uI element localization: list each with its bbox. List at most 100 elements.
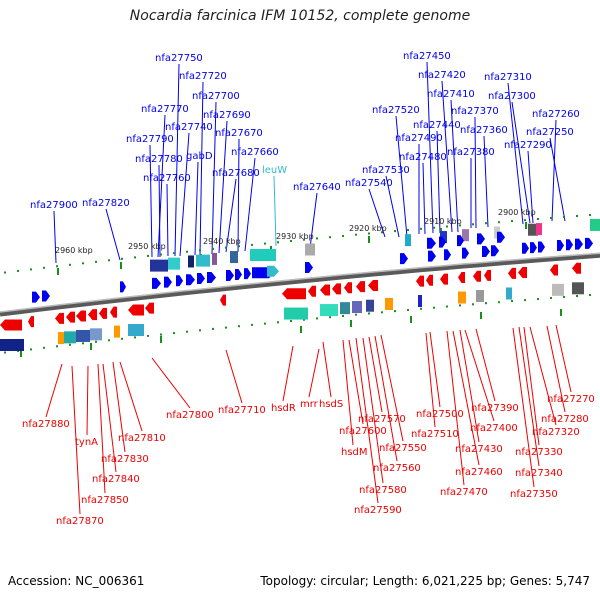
reverse-gene-label: hsdR [271, 403, 296, 414]
forward-gene-arrow [491, 245, 499, 257]
reverse-leader-line [446, 330, 465, 486]
reverse-outer-dot [420, 307, 422, 310]
forward-gene-arrow [575, 238, 583, 250]
forward-gene-label: nfa27790 [126, 134, 174, 145]
forward-gene-arrow [235, 269, 242, 281]
forward-gene-block [196, 254, 210, 267]
forward-gene-block [250, 249, 276, 261]
forward-gene-arrow [566, 239, 573, 251]
forward-outer-dot [407, 229, 409, 231]
forward-leader-line [166, 183, 169, 257]
reverse-leader-line [151, 357, 191, 409]
forward-gene-arrow [428, 250, 436, 262]
forward-leader-line [105, 208, 121, 261]
reverse-gene-label: nfa27500 [416, 409, 464, 420]
reverse-outer-dot [459, 304, 461, 307]
reverse-gene-block [320, 304, 338, 317]
reverse-leader-line [368, 336, 383, 413]
reverse-leader-line [523, 326, 540, 446]
reverse-outer-dot [472, 303, 474, 306]
forward-outer-dot [56, 265, 58, 268]
forward-outer-dot [186, 250, 188, 253]
forward-outer-dot [446, 225, 448, 228]
reverse-leader-line [71, 365, 81, 515]
forward-gene-label: nfa27760 [143, 173, 191, 184]
forward-leader-line [225, 178, 237, 253]
forward-gene-arrow [530, 242, 537, 254]
forward-leader-line [474, 116, 477, 229]
forward-outer-dot [238, 245, 240, 248]
reverse-outer-dot [277, 321, 279, 324]
forward-gene-arrow [400, 253, 408, 265]
forward-outer-dot [69, 263, 71, 266]
forward-gene-label: nfa27820 [82, 198, 130, 209]
forward-leader-line [157, 114, 166, 258]
major-tick-mark [160, 336, 162, 343]
forward-leader-line [194, 161, 199, 256]
major-tick-mark [525, 222, 527, 229]
forward-outer-dot [316, 237, 318, 240]
reverse-gene-block [385, 297, 393, 310]
forward-outer-dot [199, 249, 201, 252]
reverse-gene-label: nfa27870 [56, 516, 104, 527]
forward-gene-arrow [497, 231, 505, 243]
reverse-gene-arrow [332, 283, 341, 295]
forward-leader-line [199, 81, 204, 256]
forward-outer-dot [485, 222, 487, 225]
forward-leader-line [368, 188, 386, 238]
reverse-leader-line [86, 365, 89, 436]
forward-leader-line [395, 115, 408, 238]
major-tick-mark [120, 262, 122, 269]
reverse-gene-label: nfa27430 [455, 444, 503, 455]
reverse-gene-label: nfa27400 [470, 423, 518, 434]
reverse-gene-label: hsdS [319, 399, 343, 410]
forward-outer-dot [134, 256, 136, 259]
forward-leader-line [450, 99, 459, 233]
reverse-outer-dot [589, 294, 591, 296]
forward-gene-label: nfa27750 [155, 53, 203, 64]
reverse-gene-arrow [426, 274, 433, 286]
major-tick-mark [350, 320, 352, 327]
reverse-outer-dot [537, 298, 539, 300]
reverse-gene-label: nfa27560 [373, 463, 421, 474]
forward-gene-label: nfa27490 [395, 133, 443, 144]
reverse-gene-label: nfa27270 [547, 394, 595, 405]
reverse-outer-dot [342, 315, 344, 317]
reverse-outer-dot [264, 322, 266, 325]
reverse-gene-arrow [368, 280, 378, 292]
forward-outer-dot [511, 220, 513, 223]
reverse-gene-label: nfa27880 [22, 419, 70, 430]
reverse-gene-label: nfa27320 [532, 427, 580, 438]
forward-gene-block [150, 259, 168, 272]
backbone-highlight [0, 252, 600, 313]
reverse-leader-line [374, 335, 398, 462]
forward-leader-line [385, 175, 400, 238]
forward-leader-line [551, 119, 557, 222]
major-tick-mark [20, 350, 22, 357]
reverse-gene-label: nfa27550 [379, 443, 427, 454]
reverse-leader-line [308, 348, 320, 398]
forward-gene-block [230, 251, 238, 264]
genome-title: Nocardia farcinica IFM 10152, complete g… [129, 8, 471, 24]
reverse-gene-arrow [282, 288, 306, 300]
reverse-outer-dot [407, 309, 409, 311]
reverse-leader-line [112, 361, 126, 453]
reverse-gene-arrow [458, 272, 465, 284]
reverse-gene-arrow [508, 267, 516, 279]
reverse-outer-dot [368, 312, 370, 315]
forward-outer-dot [368, 232, 370, 235]
reverse-outer-dot [212, 327, 214, 330]
forward-outer-dot [381, 231, 383, 234]
forward-gene-block [590, 218, 600, 231]
reverse-outer-dot [316, 317, 318, 320]
tick-label: 2930 kbp [276, 232, 314, 241]
reverse-outer-dot [563, 296, 565, 298]
forward-leader-line [507, 82, 524, 225]
label-leader-lines [45, 61, 572, 515]
reverse-gene-label: nfa27340 [515, 468, 563, 479]
reverse-outer-dot [186, 330, 188, 333]
reverse-leader-line [555, 324, 572, 393]
reverse-gene-label: nfa27850 [81, 495, 129, 506]
forward-leader-line [309, 192, 318, 249]
reverse-leader-line [355, 337, 379, 504]
